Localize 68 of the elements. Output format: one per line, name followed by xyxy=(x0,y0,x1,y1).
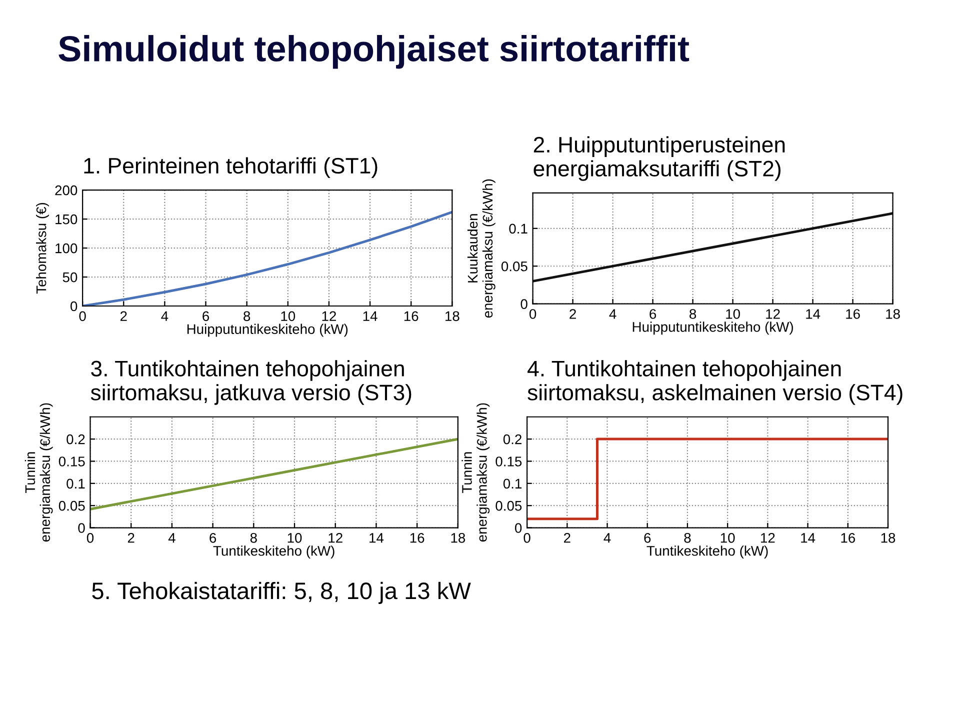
text: 5. Tehokaistatariffi: 5, 8, 10 ja 13 kW xyxy=(92,582,471,604)
y-tick-label: 100 xyxy=(56,243,78,254)
y-tick-label: 0.05 xyxy=(501,261,528,272)
chart-title: 4. Tuntikohtainen tehopohjainen siirtomaksu, askelmainen versio (ST4) xyxy=(528,360,902,405)
chart-title: 3. Tuntikohtainen tehopohjainen siirtomaksu, jatkuva versio (ST3) xyxy=(90,360,412,405)
y-tick-label: 0.2 xyxy=(66,434,85,444)
x-tick-label: 12 xyxy=(766,309,780,319)
x-tick-label: 4 xyxy=(161,311,168,321)
x-axis-title: Tuntikeskiteho (kW) xyxy=(646,546,768,559)
x-tick-label: 16 xyxy=(846,309,860,319)
chart-title: 1. Perinteinen tehotariffi (ST1) xyxy=(84,157,378,178)
y-tick-label: 0.05 xyxy=(58,500,85,511)
y-tick-label: 50 xyxy=(62,272,78,282)
x-tick-label: 16 xyxy=(410,532,424,543)
x-tick-label: 6 xyxy=(644,532,651,543)
y-tick-label: 150 xyxy=(56,214,78,224)
x-tick-label: 8 xyxy=(250,532,257,543)
x-tick-label: 4 xyxy=(168,533,176,543)
x-tick-label: 4 xyxy=(604,533,611,543)
y-axis-title: Tehomaksu (€) xyxy=(36,202,49,294)
x-tick-label: 6 xyxy=(210,532,216,543)
x-tick-label: 10 xyxy=(281,311,296,322)
text: Simuloidut tehopohjaiset siirtotariffit xyxy=(58,35,690,69)
y-tick-label: 0.2 xyxy=(503,434,522,444)
x-tick-label: 12 xyxy=(328,532,342,543)
y-axis-title: Tunnin energiamaksu (€/kWh) xyxy=(24,403,53,542)
x-tick-label: 18 xyxy=(881,532,896,543)
y-tick-label: 0.1 xyxy=(509,224,528,234)
x-tick-label: 2 xyxy=(570,309,576,319)
x-axis-title: Huipputuntikeskiteho (kW) xyxy=(187,324,348,337)
x-tick-label: 10 xyxy=(288,532,302,543)
x-tick-label: 18 xyxy=(886,309,900,319)
y-tick-label: 0.15 xyxy=(58,456,85,466)
y-tick-label: 0.05 xyxy=(496,500,522,511)
x-tick-label: 18 xyxy=(445,311,460,322)
x-tick-label: 14 xyxy=(363,311,378,321)
y-tick-label: 0 xyxy=(78,523,85,533)
x-tick-label: 10 xyxy=(720,532,735,543)
x-tick-label: 6 xyxy=(650,309,656,319)
x-tick-label: 16 xyxy=(404,311,418,322)
y-tick-label: 0 xyxy=(70,301,78,312)
x-tick-label: 10 xyxy=(726,309,740,319)
x-tick-label: 6 xyxy=(202,311,210,322)
chart-title: 2. Huipputuntiperusteinen energiamaksutariffi (ST2) xyxy=(534,136,785,181)
x-tick-label: 12 xyxy=(322,311,336,321)
x-tick-label: 8 xyxy=(244,311,250,322)
x-tick-label: 2 xyxy=(120,311,127,321)
x-tick-label: 16 xyxy=(841,532,856,543)
x-tick-label: 8 xyxy=(690,309,696,319)
y-tick-label: 0.1 xyxy=(66,478,85,489)
x-axis-title: Tuntikeskiteho (kW) xyxy=(213,546,334,559)
x-tick-label: 0 xyxy=(86,532,94,543)
y-tick-label: 0 xyxy=(515,523,522,533)
x-tick-label: 0 xyxy=(529,309,536,319)
y-tick-label: 200 xyxy=(55,185,78,196)
x-tick-label: 2 xyxy=(128,532,134,543)
x-tick-label: 14 xyxy=(370,533,384,543)
x-axis-title: Huipputuntikeskiteho (kW) xyxy=(632,322,793,335)
x-tick-label: 14 xyxy=(806,309,820,319)
y-tick-label: 0 xyxy=(520,299,528,310)
y-axis-title: Kuukauden energiamaksu (€/kWh) xyxy=(467,179,496,318)
x-tick-label: 2 xyxy=(564,532,570,543)
y-tick-label: 0.15 xyxy=(496,456,522,466)
x-tick-label: 14 xyxy=(801,533,816,543)
x-tick-label: 8 xyxy=(684,532,691,543)
x-tick-label: 12 xyxy=(761,532,775,543)
y-tick-label: 0.1 xyxy=(503,478,522,489)
x-tick-label: 4 xyxy=(609,309,616,319)
